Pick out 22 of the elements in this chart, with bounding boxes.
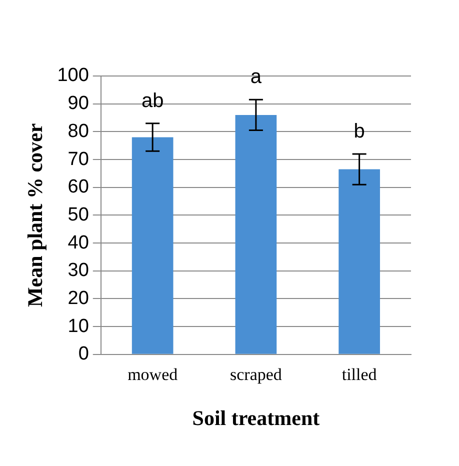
x-tick-label: mowed xyxy=(128,365,178,384)
annotation: b xyxy=(354,120,365,142)
x-axis-title: Soil treatment xyxy=(192,406,320,430)
y-tick-label: 90 xyxy=(68,93,89,114)
bar xyxy=(235,114,277,354)
y-tick-label: 0 xyxy=(78,344,89,365)
y-tick-label: 20 xyxy=(68,288,89,309)
annotation: ab xyxy=(141,90,164,112)
y-tick-label: 70 xyxy=(68,148,89,170)
y-tick-label: 40 xyxy=(68,232,89,254)
y-tick-label: 80 xyxy=(68,120,89,142)
y-tick-label: 10 xyxy=(68,316,89,337)
annotation: a xyxy=(250,66,262,88)
y-tick-label: 60 xyxy=(68,176,89,198)
y-tick-label: 100 xyxy=(57,65,89,86)
y-tick-label: 30 xyxy=(68,260,89,282)
bar xyxy=(132,137,174,354)
y-tick-label: 50 xyxy=(68,204,89,226)
y-axis-title: Mean plant % cover xyxy=(23,123,48,308)
x-tick-label: tilled xyxy=(342,365,378,384)
bar xyxy=(338,169,380,354)
x-tick-label: scraped xyxy=(230,365,282,384)
